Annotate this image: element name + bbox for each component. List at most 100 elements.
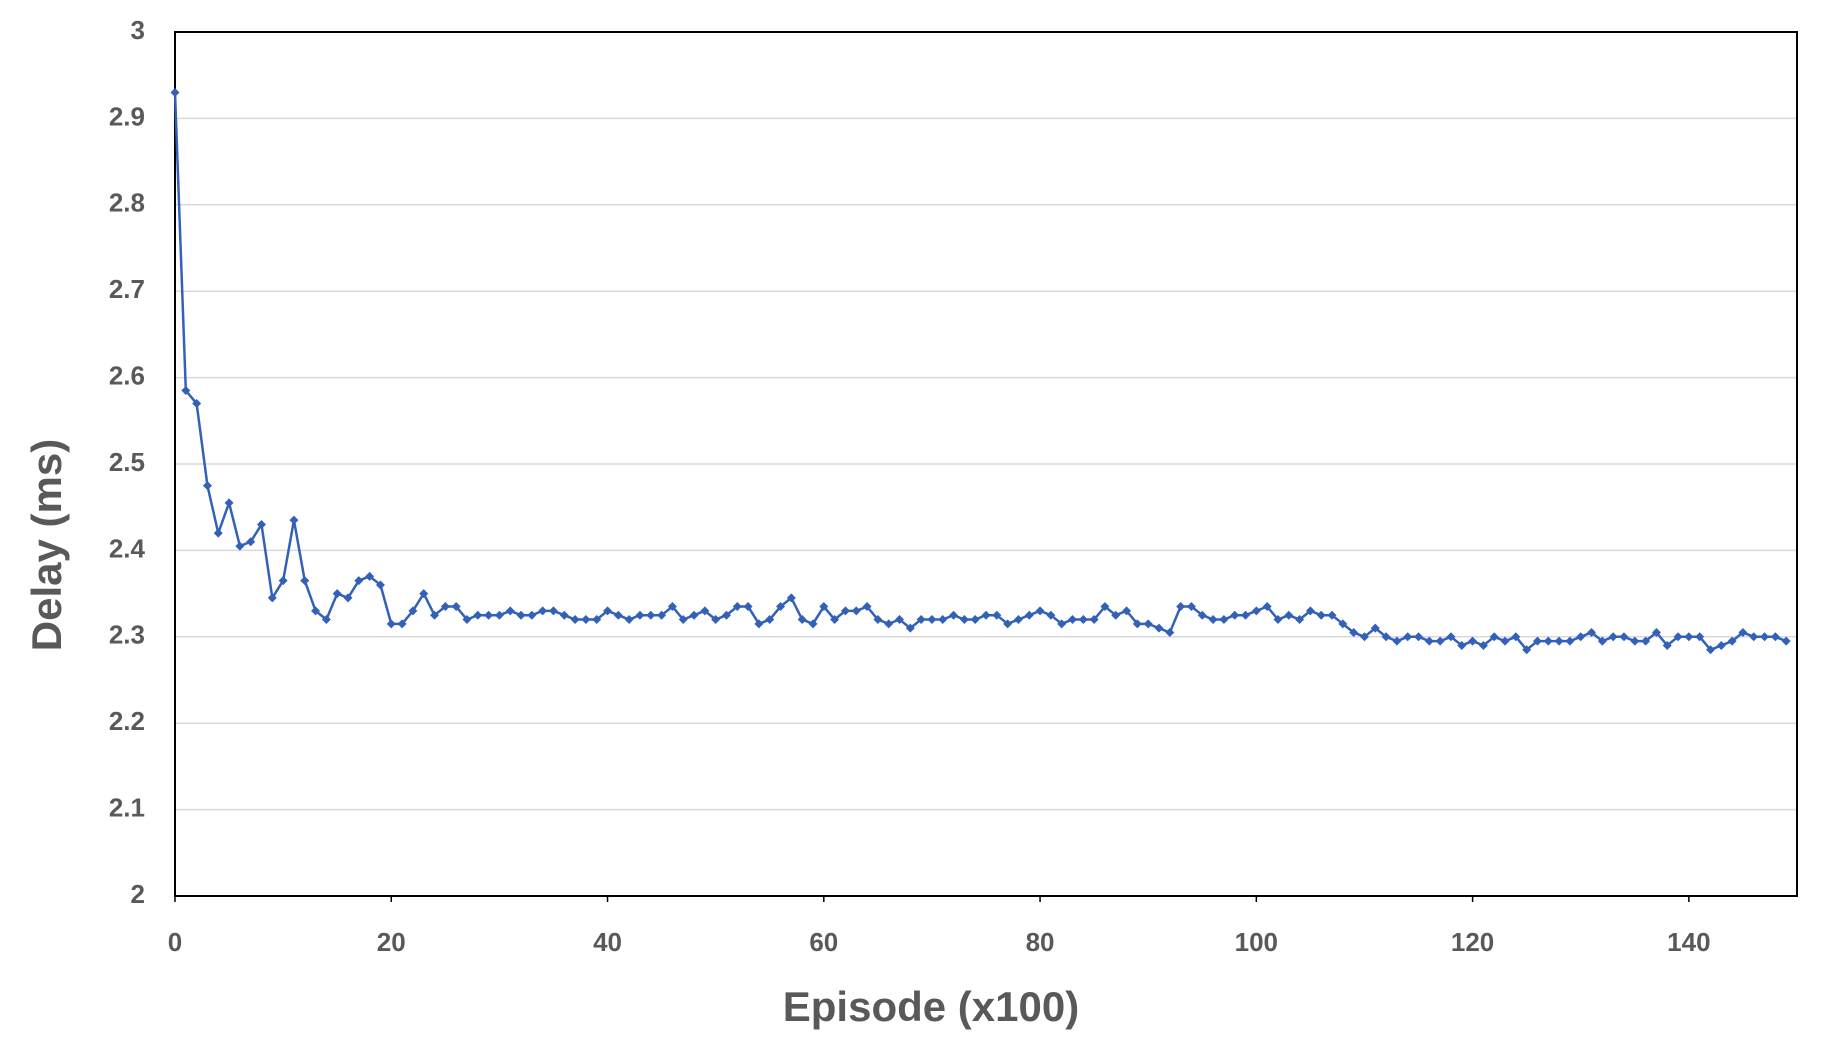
data-point <box>1414 632 1424 642</box>
data-point <box>267 593 277 603</box>
x-tick-label: 0 <box>168 927 182 957</box>
data-point <box>1554 636 1564 646</box>
data-point <box>1684 632 1694 642</box>
data-point <box>1781 636 1791 646</box>
y-axis-title: Delay (ms) <box>23 439 70 651</box>
data-point <box>1327 610 1337 620</box>
data-point <box>689 610 699 620</box>
data-point <box>1716 640 1726 650</box>
data-point <box>1078 615 1088 625</box>
data-point <box>321 615 331 625</box>
data-point <box>343 593 353 603</box>
data-point <box>1143 619 1153 629</box>
data-point <box>592 615 602 625</box>
x-tick-label: 80 <box>1026 927 1055 957</box>
data-point <box>1403 632 1413 642</box>
data-point <box>1392 636 1402 646</box>
plot-frame <box>174 31 1798 897</box>
data-point <box>1359 632 1369 642</box>
x-tick-label: 20 <box>377 927 406 957</box>
data-point <box>1457 640 1467 650</box>
data-point <box>181 386 191 396</box>
data-point <box>1760 632 1770 642</box>
data-point <box>494 610 504 620</box>
data-point <box>559 610 569 620</box>
x-tick-label: 40 <box>593 927 622 957</box>
data-point <box>484 610 494 620</box>
y-tick-label: 2 <box>131 879 145 909</box>
data-point <box>1738 627 1748 637</box>
data-point <box>1035 606 1045 616</box>
data-point <box>786 593 796 603</box>
data-point <box>721 610 731 620</box>
data-point <box>1587 627 1597 637</box>
data-point <box>1165 627 1175 637</box>
data-point <box>1522 645 1532 655</box>
data-point <box>235 541 245 551</box>
data-point <box>613 610 623 620</box>
data-point <box>819 602 829 612</box>
data-point <box>992 610 1002 620</box>
data-point <box>1284 610 1294 620</box>
data-point <box>408 606 418 616</box>
data-point <box>1576 632 1586 642</box>
data-point <box>657 610 667 620</box>
y-tick-label: 2.7 <box>109 274 145 304</box>
data-point <box>1424 636 1434 646</box>
data-point <box>1013 615 1023 625</box>
data-point <box>646 610 656 620</box>
data-point <box>938 615 948 625</box>
x-axis-title: Episode (x100) <box>783 983 1079 1030</box>
data-point <box>678 615 688 625</box>
data-point <box>603 606 613 616</box>
data-point <box>1111 610 1121 620</box>
data-point <box>1305 606 1315 616</box>
data-point <box>1349 627 1359 637</box>
y-tick-label: 2.9 <box>109 101 145 131</box>
data-line <box>173 92 1787 652</box>
data-point <box>1370 623 1380 633</box>
data-point <box>419 589 429 599</box>
data-point <box>808 619 818 629</box>
y-tick-label: 3 <box>131 15 145 45</box>
data-point <box>213 528 223 538</box>
data-point <box>1500 636 1510 646</box>
data-point <box>732 602 742 612</box>
y-tick-label: 2.6 <box>109 360 145 390</box>
data-point <box>300 576 310 586</box>
data-point <box>959 615 969 625</box>
data-point <box>332 589 342 599</box>
data-point <box>776 602 786 612</box>
x-tick-label: 140 <box>1667 927 1710 957</box>
data-point <box>1749 632 1759 642</box>
data-point <box>1608 632 1618 642</box>
data-point <box>1154 623 1164 633</box>
data-point <box>1478 640 1488 650</box>
data-point <box>462 615 472 625</box>
data-point <box>1176 602 1186 612</box>
data-point <box>1230 610 1240 620</box>
data-point <box>927 615 937 625</box>
data-point <box>224 498 234 508</box>
data-point <box>1338 619 1348 629</box>
data-point <box>440 602 450 612</box>
data-point <box>851 606 861 616</box>
data-point <box>365 571 375 581</box>
data-point <box>711 615 721 625</box>
data-point <box>1057 619 1067 629</box>
y-tick-label: 2.2 <box>109 706 145 736</box>
data-point <box>257 519 267 529</box>
data-point <box>516 610 526 620</box>
data-point <box>635 610 645 620</box>
data-point <box>624 615 634 625</box>
data-point <box>1532 636 1542 646</box>
data-point <box>1219 615 1229 625</box>
data-point <box>170 87 180 97</box>
data-point <box>1468 636 1478 646</box>
data-point <box>278 576 288 586</box>
x-tick-label: 60 <box>809 927 838 957</box>
data-point <box>1565 636 1575 646</box>
data-point <box>538 606 548 616</box>
data-point <box>505 606 515 616</box>
data-point <box>1662 640 1672 650</box>
